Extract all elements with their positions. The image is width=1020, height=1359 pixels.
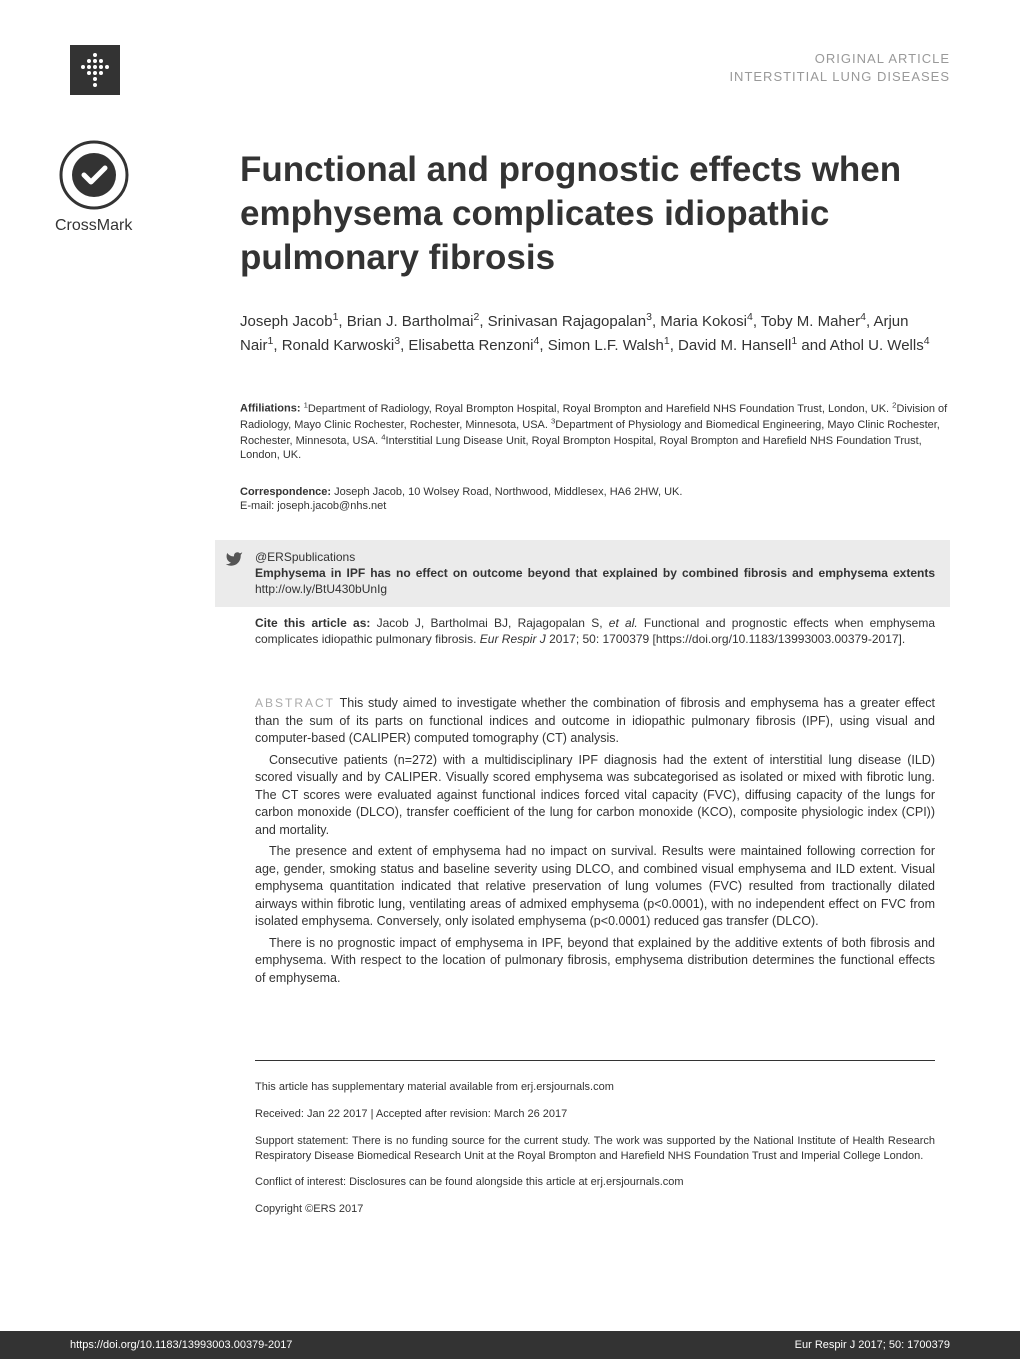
correspondence-text: Joseph Jacob, 10 Wolsey Road, Northwood,… <box>331 486 682 498</box>
author-list: Joseph Jacob1, Brian J. Bartholmai2, Sri… <box>240 310 950 357</box>
abstract-label: ABSTRACT <box>255 696 335 710</box>
correspondence-block: Correspondence: Joseph Jacob, 10 Wolsey … <box>240 485 950 514</box>
article-category-header: ORIGINAL ARTICLE INTERSTITIAL LUNG DISEA… <box>729 50 950 86</box>
conflict-statement: Conflict of interest: Disclosures can be… <box>255 1175 935 1190</box>
header-line-2: INTERSTITIAL LUNG DISEASES <box>729 68 950 86</box>
doi-link[interactable]: https://doi.org/10.1183/13993003.00379-2… <box>70 1339 292 1351</box>
abstract-block: ABSTRACT This study aimed to investigate… <box>255 695 935 991</box>
journal-citation: Eur Respir J 2017; 50: 1700379 <box>795 1339 950 1351</box>
header-line-1: ORIGINAL ARTICLE <box>729 50 950 68</box>
support-statement: Support statement: There is no funding s… <box>255 1134 935 1164</box>
citation-block: Cite this article as: Jacob J, Bartholma… <box>255 615 935 647</box>
ers-statement: Emphysema in IPF has no effect on outcom… <box>255 566 935 597</box>
affiliations-text: 1Department of Radiology, Royal Brompton… <box>240 403 947 461</box>
received-dates: Received: Jan 22 2017 | Accepted after r… <box>255 1107 935 1122</box>
abstract-p2: Consecutive patients (n=272) with a mult… <box>255 752 935 840</box>
twitter-icon <box>225 550 243 573</box>
affiliations-label: Affiliations: <box>240 403 301 415</box>
ers-statement-bold: Emphysema in IPF has no effect on outcom… <box>255 566 935 580</box>
correspondence-label: Correspondence: <box>240 486 331 498</box>
affiliations-block: Affiliations: 1Department of Radiology, … <box>240 400 950 462</box>
divider-line <box>255 1060 935 1061</box>
footer-notes: This article has supplementary material … <box>255 1080 935 1229</box>
correspondence-email[interactable]: joseph.jacob@nhs.net <box>277 500 386 512</box>
bottom-bar: https://doi.org/10.1183/13993003.00379-2… <box>0 1331 1020 1359</box>
abstract-p3: The presence and extent of emphysema had… <box>255 843 935 931</box>
journal-logo <box>70 45 120 95</box>
ers-publications-box: @ERSpublications Emphysema in IPF has no… <box>215 540 950 607</box>
abstract-p1: This study aimed to investigate whether … <box>255 696 935 745</box>
abstract-p4: There is no prognostic impact of emphyse… <box>255 935 935 988</box>
crossmark-badge[interactable]: CrossMark <box>55 140 132 235</box>
ers-handle[interactable]: @ERSpublications <box>255 550 935 564</box>
copyright-statement: Copyright ©ERS 2017 <box>255 1202 935 1217</box>
crossmark-icon <box>59 140 129 210</box>
crossmark-label: CrossMark <box>55 217 132 235</box>
article-title: Functional and prognostic effects when e… <box>240 148 950 279</box>
cite-label: Cite this article as: <box>255 616 377 630</box>
email-label: E-mail: <box>240 500 277 512</box>
supplementary-note: This article has supplementary material … <box>255 1080 935 1095</box>
ers-link[interactable]: http://ow.ly/BtU430bUnIg <box>255 582 387 596</box>
